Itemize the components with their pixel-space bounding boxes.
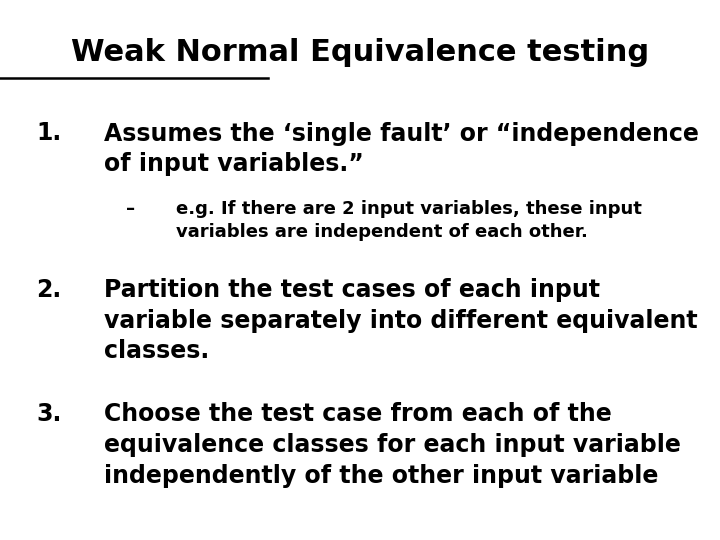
Text: Assumes the ‘single fault’ or “independence
of input variables.”: Assumes the ‘single fault’ or “independe… (104, 122, 699, 176)
Text: 3.: 3. (36, 402, 61, 426)
Text: –: – (126, 200, 135, 218)
Text: 1.: 1. (36, 122, 61, 145)
Text: Choose the test case from each of the
equivalence classes for each input variabl: Choose the test case from each of the eq… (104, 402, 681, 488)
Text: 2.: 2. (36, 278, 61, 302)
Text: Weak Normal Equivalence testing: Weak Normal Equivalence testing (71, 38, 649, 67)
Text: Partition the test cases of each input
variable separately into different equiva: Partition the test cases of each input v… (104, 278, 698, 363)
Text: e.g. If there are 2 input variables, these input
variables are independent of ea: e.g. If there are 2 input variables, the… (176, 200, 642, 241)
